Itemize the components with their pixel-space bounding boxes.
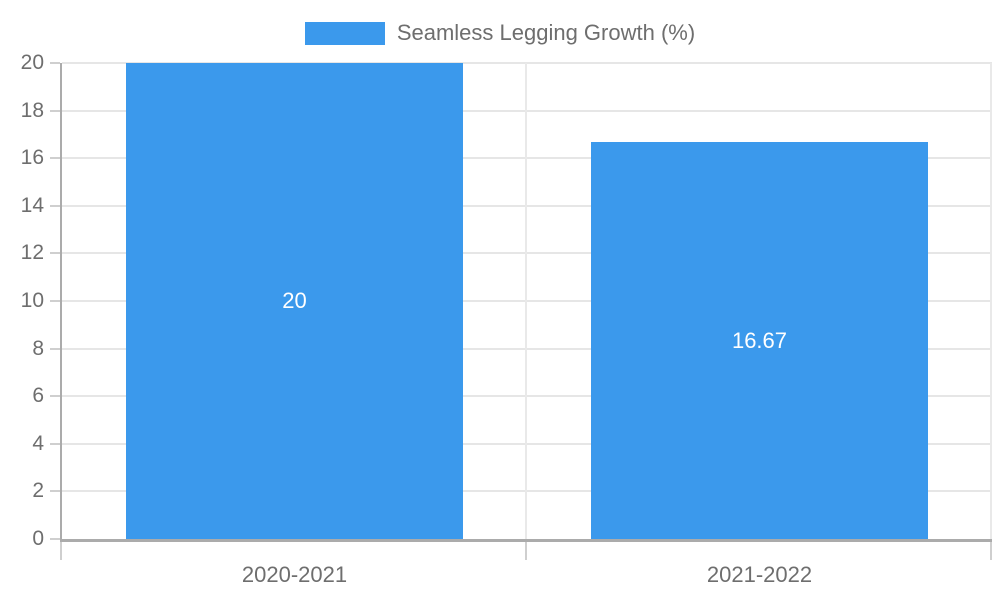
x-axis-tick-label: 2021-2022 xyxy=(706,562,813,587)
h-gridline xyxy=(62,442,992,445)
legend-label: Seamless Legging Growth (%) xyxy=(396,20,696,45)
h-gridline xyxy=(62,204,992,207)
y-axis-tick-label: 20 xyxy=(20,51,44,74)
y-axis-tick xyxy=(50,157,60,160)
x-axis-tick xyxy=(60,542,62,560)
y-axis-tick xyxy=(50,62,60,64)
x-axis-tick xyxy=(525,542,527,560)
h-gridline xyxy=(62,395,992,398)
y-axis-tick-label: 10 xyxy=(20,289,44,312)
chart-legend[interactable]: Seamless Legging Growth (%) xyxy=(0,21,1000,45)
h-gridline xyxy=(62,490,992,493)
plot-area: 0 2 4 6 8 10 12 14 16 18 20 20 2020-2021 16.67 2021-20… xyxy=(21,51,992,587)
y-axis-tick-label: 14 xyxy=(20,193,44,217)
y-axis-tick xyxy=(50,300,60,302)
bar[interactable] xyxy=(591,142,928,539)
bar[interactable] xyxy=(126,63,463,539)
bar-value-label: 20 xyxy=(282,288,307,313)
v-gridline xyxy=(990,63,992,539)
y-axis-tick-label: 16 xyxy=(20,146,44,170)
y-axis-tick-label: 6 xyxy=(32,384,44,408)
y-axis-tick xyxy=(50,204,60,207)
h-gridline xyxy=(62,347,992,350)
h-gridline xyxy=(62,157,992,160)
h-gridline xyxy=(62,62,992,64)
y-axis-tick-label: 0 xyxy=(32,527,44,550)
y-axis-tick xyxy=(50,347,60,350)
x-axis-tick-label: 2020-2021 xyxy=(241,562,348,587)
y-axis-tick xyxy=(50,109,60,112)
y-axis-tick xyxy=(50,490,60,493)
y-axis-tick-label: 18 xyxy=(20,98,44,122)
bar-value-label: 16.67 xyxy=(731,327,788,353)
x-axis-tick xyxy=(990,542,992,560)
y-axis-tick xyxy=(50,442,60,445)
y-axis-tick xyxy=(50,395,60,398)
h-gridline xyxy=(62,109,992,112)
h-gridline xyxy=(62,300,992,302)
y-axis-tick xyxy=(50,252,60,255)
y-axis-tick-label: 2 xyxy=(32,479,44,503)
legend-swatch xyxy=(304,21,385,45)
y-axis-tick xyxy=(50,538,60,540)
h-gridline xyxy=(62,252,992,255)
y-axis-tick-label: 4 xyxy=(32,431,44,455)
y-axis-tick-label: 8 xyxy=(32,336,44,360)
v-gridline xyxy=(525,63,527,539)
y-axis-tick-label: 12 xyxy=(20,241,44,265)
